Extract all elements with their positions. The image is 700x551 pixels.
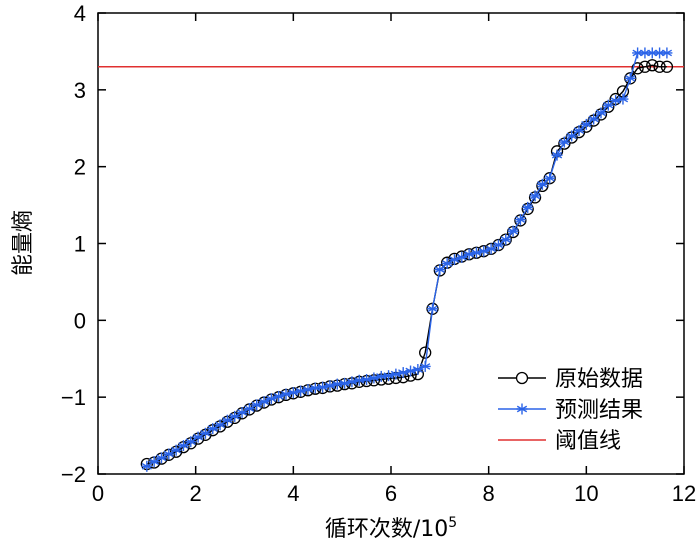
data-point-star — [485, 243, 497, 255]
data-point-star — [141, 460, 153, 472]
data-point-star — [478, 245, 490, 257]
legend-marker — [516, 403, 528, 415]
data-point-star — [412, 364, 424, 376]
data-point-circle — [660, 60, 674, 73]
y-tick-label: 1 — [74, 232, 86, 257]
data-point-star — [500, 234, 512, 246]
data-point-star — [566, 130, 578, 142]
x-tick-label: 4 — [287, 481, 299, 506]
legend-item: 预测结果 — [498, 398, 643, 423]
data-point-star — [544, 172, 556, 184]
data-point-star — [551, 149, 563, 161]
data-point-star — [492, 239, 504, 251]
data-point-star — [617, 93, 629, 105]
data-point-star — [624, 72, 636, 84]
x-axis-label-exponent: 5 — [448, 515, 457, 531]
legend-label: 原始数据 — [555, 367, 643, 392]
data-point-star — [419, 360, 431, 372]
legend-item: 原始数据 — [498, 367, 643, 392]
legend-marker — [515, 371, 529, 385]
data-point-circle — [646, 59, 659, 72]
data-point-circle — [631, 62, 644, 75]
data-point-star — [507, 225, 519, 237]
y-tick-label: 0 — [74, 308, 86, 333]
legend-item: 阈值线 — [498, 429, 621, 454]
data-point-star — [221, 414, 233, 426]
data-point-star — [434, 264, 446, 276]
data-point-star — [456, 251, 468, 263]
x-tick-label: 12 — [672, 481, 696, 506]
data-point-circle — [653, 60, 666, 73]
data-point-star — [529, 190, 541, 202]
data-point-star — [661, 47, 673, 59]
data-point-star — [558, 136, 570, 148]
data-point-star — [536, 178, 548, 190]
data-point-star — [441, 257, 453, 269]
data-point-star — [148, 456, 160, 468]
data-point-star — [580, 118, 592, 130]
x-tick-label: 0 — [92, 481, 104, 506]
data-point-star — [214, 419, 226, 431]
data-point-star — [258, 396, 270, 408]
x-axis-label: 循环次数/105 — [325, 515, 457, 542]
data-point-star — [251, 399, 263, 411]
y-tick-label: 2 — [74, 155, 86, 180]
data-point-circle — [638, 60, 652, 73]
data-point-star — [427, 303, 439, 315]
y-tick-label: −2 — [61, 462, 86, 487]
data-point-star — [595, 107, 607, 119]
series-prediction — [141, 47, 673, 472]
y-tick-label: 4 — [74, 1, 86, 26]
y-tick-label: 3 — [74, 78, 86, 103]
data-point-star — [573, 125, 585, 137]
y-tick-label: −1 — [61, 385, 86, 410]
data-point-star — [522, 201, 534, 213]
data-point-star — [514, 214, 526, 226]
x-tick-label: 6 — [385, 481, 397, 506]
data-point-circle — [419, 346, 432, 359]
legend-label: 阈值线 — [555, 429, 621, 454]
y-axis-label: 能量熵 — [11, 210, 36, 276]
x-tick-label: 10 — [574, 481, 598, 506]
series-layer — [140, 47, 674, 472]
legend-label: 预测结果 — [555, 398, 643, 423]
x-tick-label: 8 — [483, 481, 495, 506]
x-tick-label: 2 — [190, 481, 202, 506]
data-point-star — [588, 113, 600, 125]
x-axis-label-main: 循环次数/10 — [325, 517, 448, 542]
